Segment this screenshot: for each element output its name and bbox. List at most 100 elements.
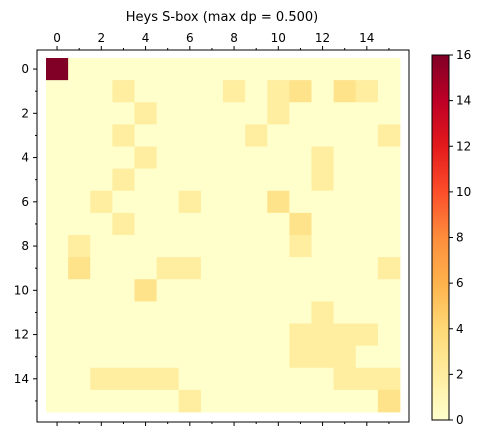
heatmap-cell: [223, 102, 246, 125]
heatmap-cell: [112, 323, 135, 347]
y-tick-label: 0: [21, 62, 29, 76]
heatmap-cell: [178, 279, 202, 302]
heatmap-cell: [200, 389, 224, 413]
heatmap-cell: [333, 102, 357, 125]
heatmap-cell: [156, 389, 180, 413]
heatmap-cell: [267, 190, 290, 214]
heatmap-cell: [333, 146, 357, 170]
heatmap-cell: [112, 102, 135, 125]
heatmap-cell: [245, 124, 268, 147]
heatmap-cell: [267, 389, 290, 413]
heatmap-cell: [200, 279, 224, 302]
heatmap-cell: [289, 146, 312, 170]
heatmap-cell: [156, 146, 180, 170]
heatmap-cell: [289, 279, 312, 302]
heatmap-cell: [46, 235, 69, 258]
heatmap-cell: [245, 190, 268, 214]
heatmap-cell: [289, 389, 312, 413]
heatmap-cell: [333, 257, 357, 280]
heatmap-cell: [156, 102, 180, 125]
heatmap-cell: [178, 257, 202, 280]
heatmap-cell: [377, 345, 401, 369]
heatmap-cell: [200, 58, 224, 81]
heatmap-cell: [112, 168, 135, 192]
heatmap-cell: [267, 146, 290, 170]
heatmap-cell: [355, 124, 379, 147]
heatmap-cell: [223, 323, 246, 347]
heatmap-cell: [46, 301, 69, 324]
colorbar-tick-label: 4: [456, 322, 464, 336]
heatmap-cell: [355, 58, 379, 81]
heatmap-cell: [112, 58, 135, 81]
heatmap-cell: [90, 80, 113, 103]
x-tick-label: 0: [53, 31, 61, 45]
heatmap-cell: [178, 146, 202, 170]
heatmap-cell: [333, 212, 357, 236]
x-tick-label: 8: [230, 31, 238, 45]
y-tick-label: 8: [21, 239, 29, 253]
heatmap-cell: [333, 190, 357, 214]
heatmap-cell: [134, 367, 158, 391]
heatmap-cell: [134, 389, 158, 413]
y-tick-label: 10: [14, 283, 29, 297]
heatmap-cell: [377, 190, 401, 214]
colorbar-tick-label: 2: [456, 367, 464, 381]
heatmap-cell: [156, 235, 180, 258]
heatmap-cell: [311, 279, 335, 302]
heatmap-cell: [333, 58, 357, 81]
heatmap-cell: [355, 323, 379, 347]
heatmap-cell: [156, 323, 180, 347]
heatmap-cell: [223, 80, 246, 103]
heatmap-cell: [46, 190, 69, 214]
heatmap-cell: [156, 301, 180, 324]
heatmap-cell: [289, 323, 312, 347]
y-tick-label: 4: [21, 151, 29, 165]
heatmap-cell: [90, 124, 113, 147]
heatmap-cell: [156, 80, 180, 103]
heatmap-cell: [377, 58, 401, 81]
heatmap-cell: [90, 102, 113, 125]
x-axis-bottom: [56, 422, 390, 426]
heatmap-cell: [245, 80, 268, 103]
heatmap-cell: [355, 190, 379, 214]
heatmap-cell: [134, 301, 158, 324]
heatmap-cell: [377, 235, 401, 258]
heatmap-cell: [355, 235, 379, 258]
heatmap-cell: [200, 257, 224, 280]
heatmap-cell: [178, 367, 202, 391]
heatmap-cell: [68, 389, 91, 413]
heatmap-cell: [311, 168, 335, 192]
heatmap-cell: [112, 345, 135, 369]
heatmap-cell: [46, 323, 69, 347]
heatmap-cell: [68, 301, 91, 324]
heatmap-cell: [289, 212, 312, 236]
heatmap-cell: [223, 124, 246, 147]
heatmap-cell: [200, 168, 224, 192]
heatmap-cell: [289, 80, 312, 103]
heatmap-cell: [377, 279, 401, 302]
heatmap-cell: [311, 102, 335, 125]
heatmap-cell: [134, 190, 158, 214]
heatmap-cell: [355, 168, 379, 192]
heatmap-cell: [134, 58, 158, 81]
heatmap-cell: [311, 80, 335, 103]
heatmap-cell: [311, 323, 335, 347]
heatmap-cell: [156, 279, 180, 302]
colorbar-axis: 0 2 4 6 8 10 12 14 16: [449, 48, 471, 427]
heatmap-cell: [355, 279, 379, 302]
heatmap-cell: [245, 301, 268, 324]
heatmap-cell: [289, 301, 312, 324]
heatmap-cell: [245, 389, 268, 413]
heatmap-cell: [134, 323, 158, 347]
heatmap-cell: [112, 389, 135, 413]
heatmap-cell: [355, 102, 379, 125]
heatmap-cell: [46, 146, 69, 170]
heatmap-cell: [245, 168, 268, 192]
heatmap-cell: [355, 367, 379, 391]
heatmap-cell: [223, 212, 246, 236]
x-tick-label: 2: [97, 31, 105, 45]
heatmap-cell: [200, 102, 224, 125]
heatmap-cell: [90, 212, 113, 236]
heatmap-cell: [289, 168, 312, 192]
heatmap-cell: [200, 235, 224, 258]
